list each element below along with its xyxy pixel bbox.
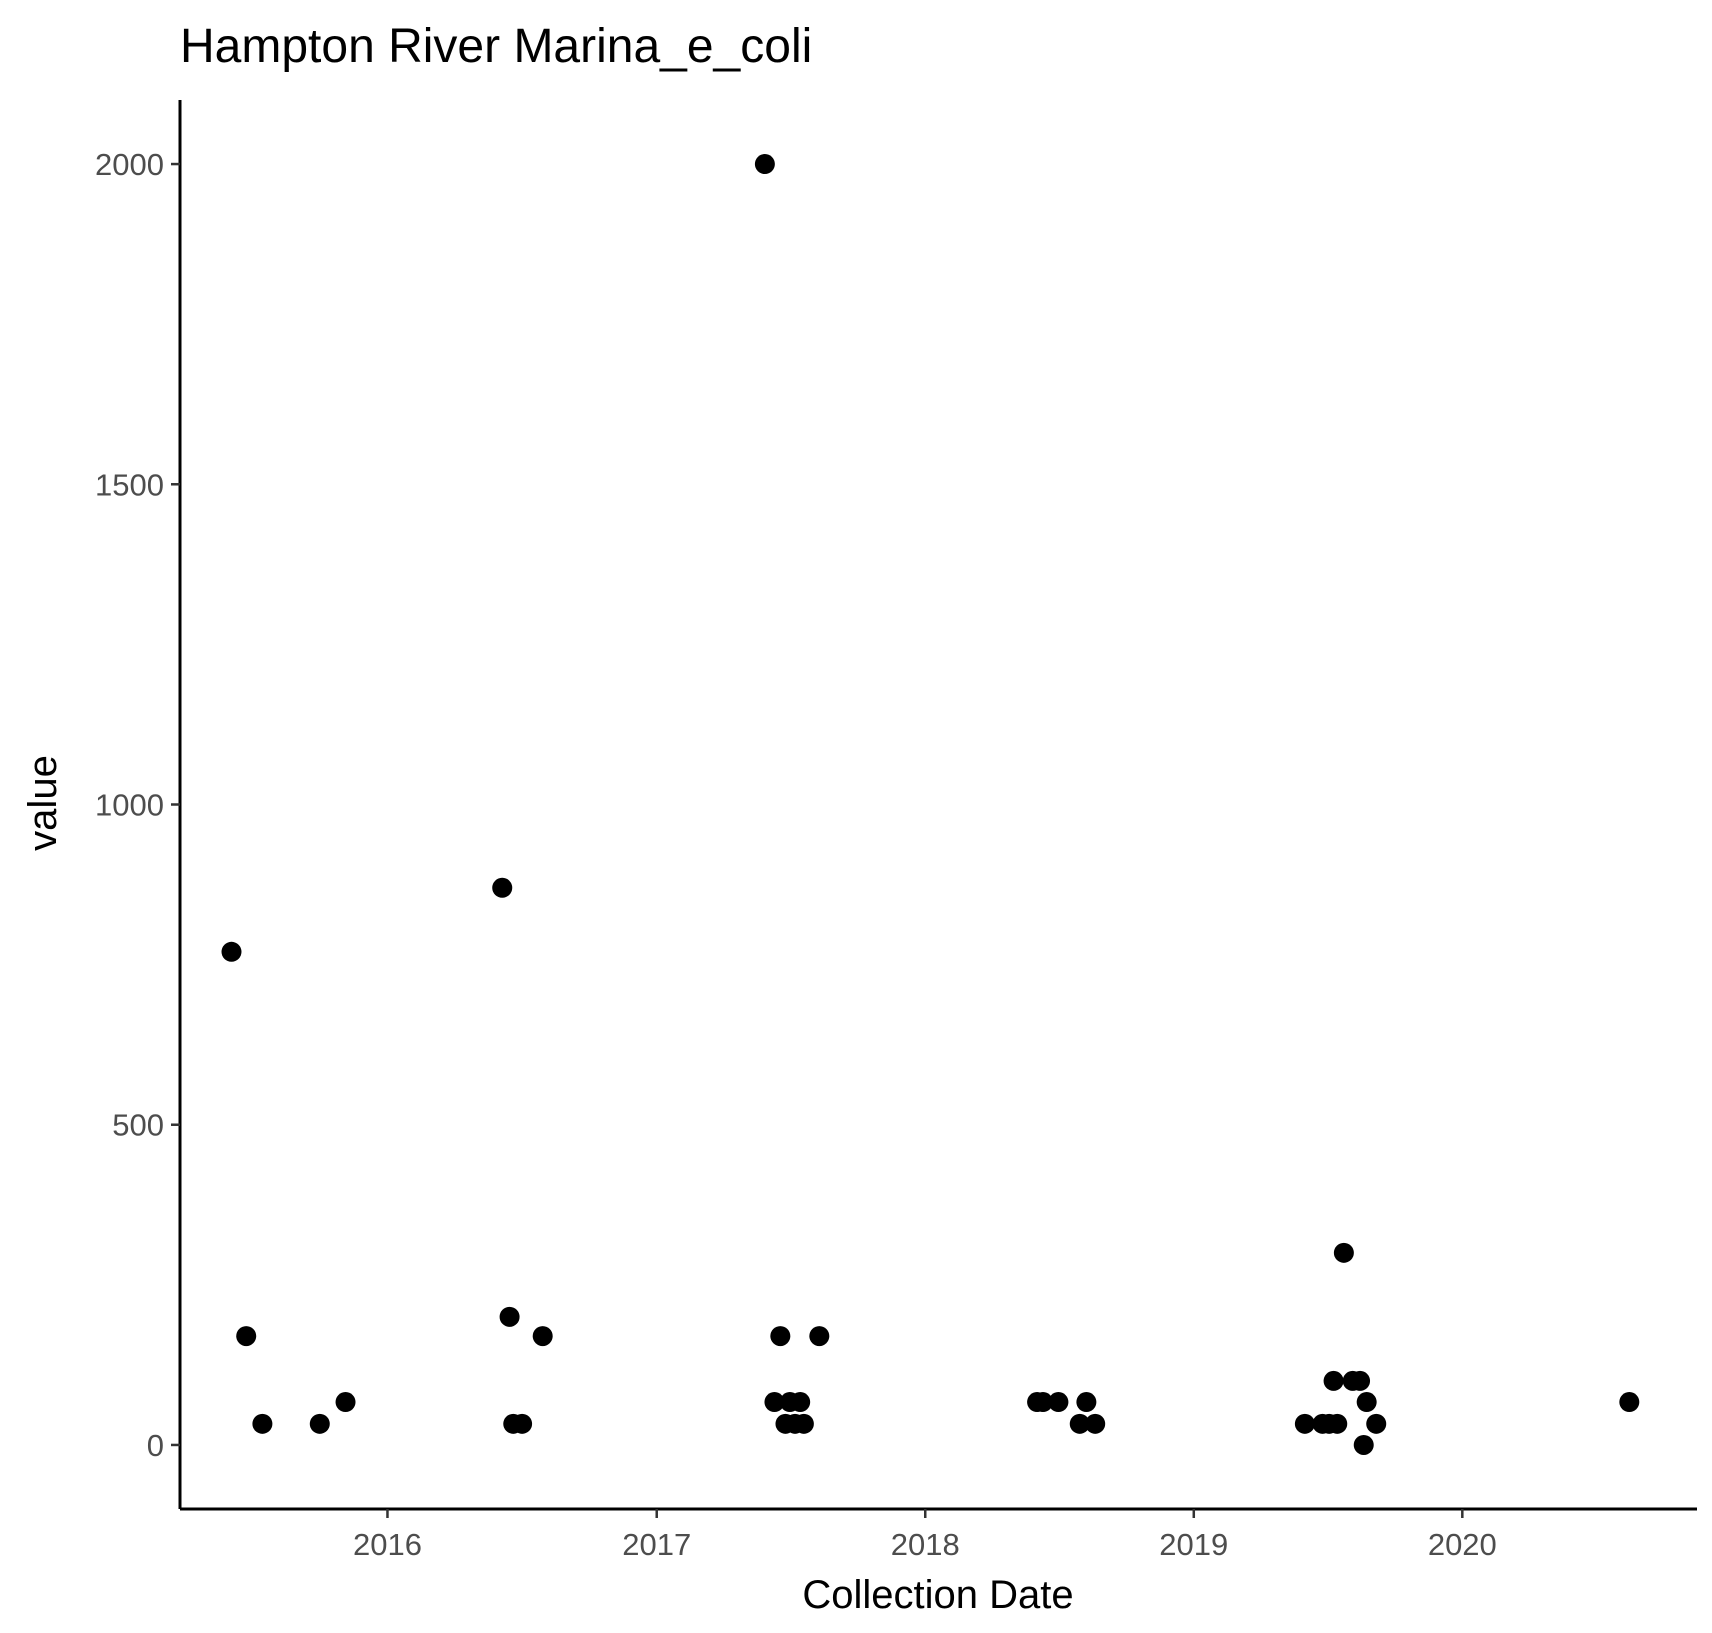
data-point [770,1326,791,1347]
data-point [1356,1392,1377,1413]
data-point [1294,1413,1315,1434]
data-point [532,1326,553,1347]
x-tick-label: 2017 [622,1527,691,1562]
y-tick-label: 1000 [95,788,164,823]
data-point [236,1326,257,1347]
y-axis-title: value [21,755,65,851]
x-tick-label: 2020 [1428,1527,1497,1562]
data-point [1333,1242,1354,1263]
data-point [221,941,242,962]
data-point [499,1306,520,1327]
data-point [1069,1413,1090,1434]
x-tick-label: 2019 [1159,1527,1228,1562]
x-axis-title: Collection Date [802,1573,1073,1617]
data-point [1366,1413,1387,1434]
data-point [764,1392,785,1413]
data-point [1350,1370,1371,1391]
data-point [1353,1434,1374,1455]
data-point [793,1413,814,1434]
y-tick-label: 1500 [95,467,164,502]
x-tick-label: 2016 [353,1527,422,1562]
data-point [754,154,775,175]
data-point [1076,1392,1097,1413]
data-point [1085,1413,1106,1434]
data-point [335,1392,356,1413]
data-point [1327,1413,1348,1434]
data-point [492,877,513,898]
data-point [309,1413,330,1434]
data-point [790,1392,811,1413]
y-tick-label: 500 [112,1108,164,1143]
x-tick-label: 2018 [891,1527,960,1562]
y-axis: 0 500 1000 1500 2000 [95,100,182,1509]
x-axis: 2016 2017 2018 2019 2020 [180,1507,1697,1562]
chart-title: Hampton River Marina_e_coli [180,20,812,73]
data-point [1323,1370,1344,1391]
data-point [809,1326,830,1347]
data-point [1619,1392,1640,1413]
y-tick-label: 2000 [95,147,164,182]
data-point [252,1413,273,1434]
data-point [512,1413,533,1434]
data-points [221,154,1640,1455]
y-tick-label: 0 [147,1428,164,1463]
data-point [1032,1392,1053,1413]
data-point [1048,1392,1069,1413]
